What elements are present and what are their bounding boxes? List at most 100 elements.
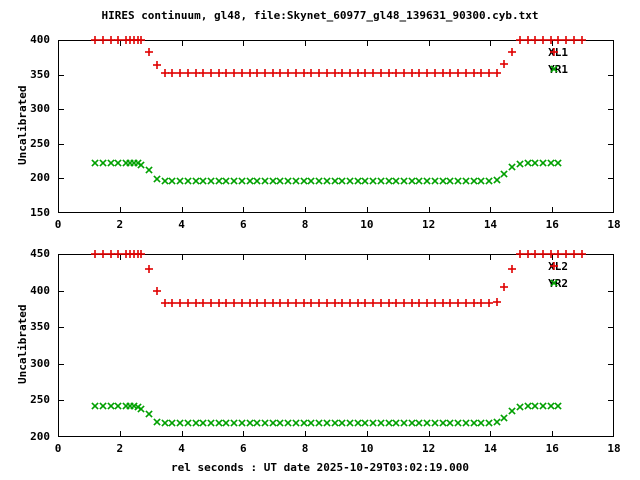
x-tick-label: 0 — [54, 442, 62, 455]
y-tick-label: 300 — [30, 102, 50, 116]
x-axis-tick — [120, 40, 121, 46]
x-axis-tick — [552, 254, 553, 260]
legend: XL2 YR2 — [494, 258, 614, 292]
y-axis-tick — [58, 400, 64, 401]
y-axis-label: Uncalibrated — [16, 304, 29, 384]
x-tick-label: 10 — [360, 218, 374, 231]
y-axis-tick — [608, 75, 614, 76]
y-axis-tick — [58, 109, 64, 110]
plot-title: HIRES continuum, gl48, file:Skynet_60977… — [101, 9, 539, 22]
y-tick-label: 300 — [30, 356, 50, 370]
y-tick-label: 200 — [30, 430, 50, 443]
x-axis-tick — [305, 431, 306, 437]
x-axis-tick — [490, 254, 491, 260]
x-axis-tick — [243, 207, 244, 213]
x-tick-label: 2 — [116, 218, 124, 231]
y-axis-tick — [608, 327, 614, 328]
legend-label: XL1 — [548, 46, 568, 59]
y-tick-label: 350 — [30, 67, 50, 81]
legend-item-xl2: XL2 — [494, 258, 614, 275]
x-axis-tick — [305, 207, 306, 213]
y-axis-tick — [608, 400, 614, 401]
x-axis-tick — [243, 431, 244, 437]
legend-marker-plus-icon — [546, 258, 560, 275]
legend-marker-cross-icon — [546, 275, 560, 292]
y-axis-tick — [608, 144, 614, 145]
y-axis-tick — [608, 109, 614, 110]
x-axis-tick — [490, 431, 491, 437]
x-axis-tick — [552, 207, 553, 213]
y-axis-tick — [58, 144, 64, 145]
y-axis-tick — [58, 364, 64, 365]
y-axis-tick — [58, 291, 64, 292]
x-axis-tick — [120, 254, 121, 260]
x-tick-label: 16 — [545, 218, 559, 231]
x-axis-tick — [429, 254, 430, 260]
x-axis-tick — [182, 254, 183, 260]
y-tick-label: 400 — [30, 33, 50, 46]
x-axis-tick — [182, 40, 183, 46]
x-tick-label: 4 — [178, 218, 185, 231]
x-tick-label: 6 — [240, 442, 247, 455]
x-axis-tick — [552, 431, 553, 437]
y-axis-tick — [58, 327, 64, 328]
x-tick-label: 18 — [607, 218, 621, 231]
x-tick-label: 10 — [360, 442, 374, 455]
y-tick-label: 350 — [30, 320, 50, 334]
x-axis-tick — [367, 207, 368, 213]
legend-item-xl1: XL1 — [494, 44, 614, 61]
x-axis-tick — [429, 207, 430, 213]
y-axis-tick — [58, 75, 64, 76]
legend-marker-cross-icon — [546, 61, 560, 78]
x-tick-label: 0 — [54, 218, 62, 231]
x-axis-tick — [367, 40, 368, 46]
x-axis-tick — [243, 40, 244, 46]
x-tick-label: 12 — [422, 218, 436, 231]
x-axis-tick — [305, 40, 306, 46]
y-tick-label: 400 — [30, 283, 50, 297]
legend-label: XL2 — [548, 260, 568, 273]
x-axis-tick — [305, 254, 306, 260]
x-axis-tick — [367, 254, 368, 260]
x-axis-tick — [367, 431, 368, 437]
x-axis-tick — [552, 40, 553, 46]
y-tick-label: 250 — [30, 393, 50, 407]
y-axis-tick — [608, 178, 614, 179]
plot-frame — [58, 254, 614, 437]
x-tick-label: 8 — [301, 442, 309, 455]
x-tick-label: 4 — [178, 442, 185, 455]
x-axis-tick — [120, 431, 121, 437]
x-tick-label: 18 — [607, 442, 621, 455]
legend-marker-plus-icon — [546, 44, 560, 61]
x-tick-label: 14 — [483, 442, 498, 455]
x-tick-label: 6 — [240, 218, 247, 231]
y-axis-tick — [58, 178, 64, 179]
x-axis-tick — [182, 431, 183, 437]
x-axis-tick — [243, 254, 244, 260]
x-axis-tick — [429, 40, 430, 46]
x-axis-tick — [120, 207, 121, 213]
legend-item-yr1: YR1 — [494, 61, 614, 78]
legend-label: YR1 — [548, 63, 568, 76]
y-tick-label: 150 — [30, 206, 50, 219]
x-axis-tick — [182, 207, 183, 213]
x-tick-label: 8 — [301, 218, 309, 231]
x-tick-label: 2 — [116, 442, 124, 455]
y-tick-label: 250 — [30, 136, 50, 150]
x-tick-label: 12 — [422, 442, 436, 455]
x-axis-tick — [490, 207, 491, 213]
x-axis-tick — [490, 40, 491, 46]
y-tick-label: 200 — [30, 171, 50, 185]
x-tick-label: 14 — [483, 218, 498, 231]
x-tick-label: 16 — [545, 442, 559, 455]
y-axis-tick — [608, 291, 614, 292]
plot-frame — [58, 40, 614, 213]
legend-label: YR2 — [548, 277, 568, 290]
x-axis-tick — [429, 431, 430, 437]
y-axis-tick — [608, 364, 614, 365]
legend-item-yr2: YR2 — [494, 275, 614, 292]
x-axis-label: rel seconds : UT date 2025-10-29T03:02:1… — [170, 461, 469, 474]
y-tick-label: 450 — [30, 247, 50, 260]
